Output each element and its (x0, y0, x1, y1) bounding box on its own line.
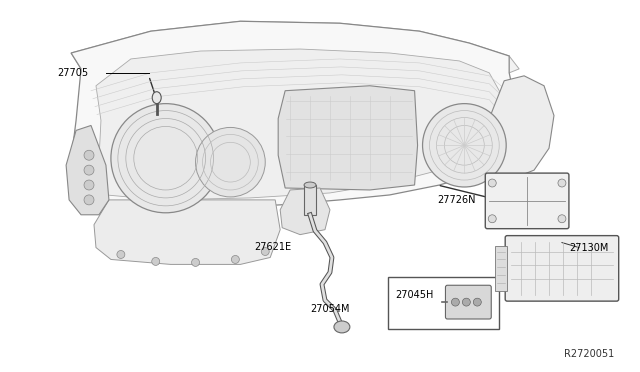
Polygon shape (278, 86, 417, 190)
Circle shape (84, 150, 94, 160)
Circle shape (474, 298, 481, 306)
Circle shape (488, 179, 496, 187)
Circle shape (232, 256, 239, 263)
Polygon shape (280, 188, 330, 235)
Circle shape (462, 298, 470, 306)
Text: 27045H: 27045H (396, 290, 434, 300)
Polygon shape (94, 200, 280, 264)
Circle shape (191, 259, 200, 266)
Circle shape (422, 104, 506, 187)
Circle shape (84, 165, 94, 175)
FancyBboxPatch shape (485, 173, 569, 229)
Circle shape (196, 128, 265, 197)
Circle shape (261, 247, 269, 256)
Bar (304, 185, 316, 215)
Ellipse shape (334, 321, 350, 333)
FancyBboxPatch shape (445, 285, 492, 319)
Circle shape (84, 195, 94, 205)
Ellipse shape (304, 182, 316, 188)
FancyBboxPatch shape (505, 235, 619, 301)
Text: 27054M: 27054M (310, 304, 349, 314)
Circle shape (488, 215, 496, 223)
Text: 27130M: 27130M (569, 243, 608, 253)
Polygon shape (66, 125, 109, 215)
Circle shape (84, 180, 94, 190)
Circle shape (451, 298, 460, 306)
Text: R2720051: R2720051 (564, 349, 614, 359)
Circle shape (152, 257, 160, 265)
Polygon shape (487, 76, 554, 180)
Circle shape (111, 104, 220, 213)
Text: 27621E: 27621E (254, 241, 291, 251)
Circle shape (558, 179, 566, 187)
Bar (495, 246, 507, 291)
Circle shape (117, 250, 125, 259)
Polygon shape (71, 21, 519, 73)
Text: 27726N: 27726N (438, 195, 476, 205)
Ellipse shape (152, 92, 161, 104)
Text: 27705: 27705 (57, 68, 88, 78)
Bar (388, 277, 499, 329)
Polygon shape (96, 49, 509, 200)
Polygon shape (71, 21, 529, 215)
Circle shape (558, 215, 566, 223)
